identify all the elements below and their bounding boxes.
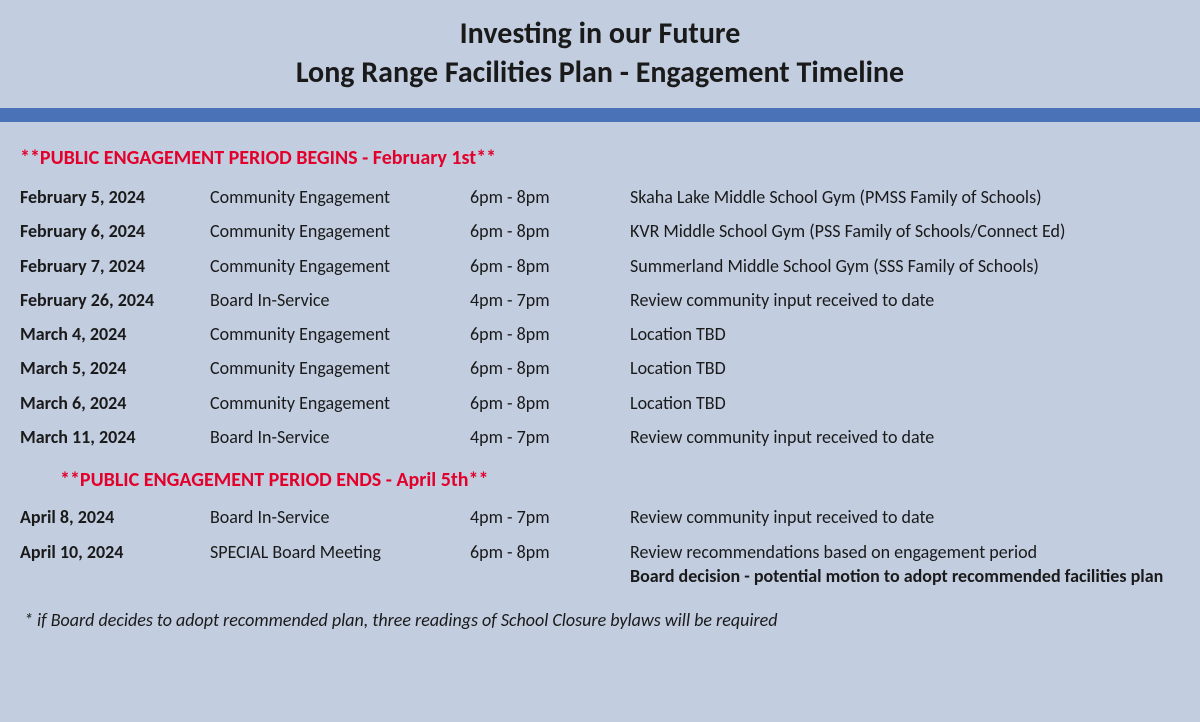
cell-date: February 6, 2024 bbox=[20, 214, 210, 248]
cell-desc-extra: Board decision - potential motion to ado… bbox=[630, 565, 1163, 587]
table-row: March 5, 2024Community Engagement6pm - 8… bbox=[20, 351, 1180, 385]
cell-type: Board In-Service bbox=[210, 283, 470, 317]
cell-time: 6pm - 8pm bbox=[470, 180, 630, 214]
title-line1: Investing in our Future bbox=[460, 15, 741, 52]
cell-time: 6pm - 8pm bbox=[470, 249, 630, 283]
cell-date: February 26, 2024 bbox=[20, 283, 210, 317]
cell-time: 6pm - 8pm bbox=[470, 317, 630, 351]
cell-type: Community Engagement bbox=[210, 249, 470, 283]
cell-desc: Review community input received to date bbox=[630, 283, 1180, 317]
footnote: * if Board decides to adopt recommended … bbox=[20, 609, 1180, 631]
cell-time: 6pm - 8pm bbox=[470, 351, 630, 385]
table-row: March 11, 2024Board In-Service4pm - 7pmR… bbox=[20, 420, 1180, 454]
table-row: February 7, 2024Community Engagement6pm … bbox=[20, 249, 1180, 283]
banner-ends: **PUBLIC ENGAGEMENT PERIOD ENDS - April … bbox=[60, 468, 1180, 492]
header: Investing in our Future Long Range Facil… bbox=[0, 0, 1200, 108]
cell-type: Community Engagement bbox=[210, 214, 470, 248]
cell-type: Community Engagement bbox=[210, 351, 470, 385]
cell-time: 6pm - 8pm bbox=[470, 214, 630, 248]
cell-date: February 5, 2024 bbox=[20, 180, 210, 214]
cell-date: March 11, 2024 bbox=[20, 420, 210, 454]
cell-desc: KVR Middle School Gym (PSS Family of Sch… bbox=[630, 214, 1180, 248]
cell-date: April 10, 2024 bbox=[20, 535, 210, 594]
cell-time: 4pm - 7pm bbox=[470, 420, 630, 454]
cell-desc: Review community input received to date bbox=[630, 420, 1180, 454]
cell-desc: Review community input received to date bbox=[630, 500, 1180, 534]
banner-begins: **PUBLIC ENGAGEMENT PERIOD BEGINS - Febr… bbox=[20, 146, 1180, 170]
cell-desc: Summerland Middle School Gym (SSS Family… bbox=[630, 249, 1180, 283]
cell-time: 6pm - 8pm bbox=[470, 535, 630, 594]
table-row: March 6, 2024Community Engagement6pm - 8… bbox=[20, 386, 1180, 420]
cell-date: February 7, 2024 bbox=[20, 249, 210, 283]
cell-date: March 5, 2024 bbox=[20, 351, 210, 385]
cell-time: 4pm - 7pm bbox=[470, 500, 630, 534]
schedule-phase1: February 5, 2024Community Engagement6pm … bbox=[20, 180, 1180, 454]
title-line2: Long Range Facilities Plan - Engagement … bbox=[296, 54, 904, 91]
cell-type: SPECIAL Board Meeting bbox=[210, 535, 470, 594]
content: **PUBLIC ENGAGEMENT PERIOD BEGINS - Febr… bbox=[0, 122, 1200, 631]
cell-type: Community Engagement bbox=[210, 317, 470, 351]
accent-bar bbox=[0, 108, 1200, 122]
page-title: Investing in our Future Long Range Facil… bbox=[0, 14, 1200, 92]
table-row: February 26, 2024Board In-Service4pm - 7… bbox=[20, 283, 1180, 317]
cell-time: 6pm - 8pm bbox=[470, 386, 630, 420]
table-row: April 10, 2024SPECIAL Board Meeting6pm -… bbox=[20, 535, 1180, 594]
cell-time: 4pm - 7pm bbox=[470, 283, 630, 317]
cell-desc: Location TBD bbox=[630, 386, 1180, 420]
cell-desc: Location TBD bbox=[630, 317, 1180, 351]
cell-desc: Location TBD bbox=[630, 351, 1180, 385]
table-row: April 8, 2024Board In-Service4pm - 7pmRe… bbox=[20, 500, 1180, 534]
schedule-phase2: April 8, 2024Board In-Service4pm - 7pmRe… bbox=[20, 500, 1180, 593]
cell-type: Community Engagement bbox=[210, 180, 470, 214]
cell-date: March 6, 2024 bbox=[20, 386, 210, 420]
cell-type: Board In-Service bbox=[210, 500, 470, 534]
cell-type: Community Engagement bbox=[210, 386, 470, 420]
cell-desc: Review recommendations based on engageme… bbox=[630, 535, 1180, 594]
table-row: February 5, 2024Community Engagement6pm … bbox=[20, 180, 1180, 214]
cell-date: April 8, 2024 bbox=[20, 500, 210, 534]
cell-type: Board In-Service bbox=[210, 420, 470, 454]
table-row: February 6, 2024Community Engagement6pm … bbox=[20, 214, 1180, 248]
cell-desc: Skaha Lake Middle School Gym (PMSS Famil… bbox=[630, 180, 1180, 214]
cell-date: March 4, 2024 bbox=[20, 317, 210, 351]
table-row: March 4, 2024Community Engagement6pm - 8… bbox=[20, 317, 1180, 351]
